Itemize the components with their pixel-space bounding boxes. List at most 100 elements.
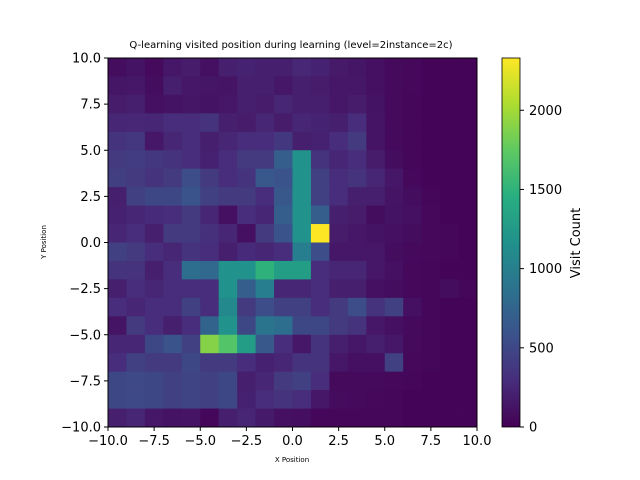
heatmap-cell bbox=[440, 205, 459, 225]
heatmap-cell bbox=[329, 224, 349, 243]
heatmap-cell bbox=[255, 334, 275, 354]
heatmap-cell bbox=[144, 187, 164, 206]
heatmap-cell bbox=[366, 205, 386, 225]
heatmap-cell bbox=[347, 260, 367, 280]
heatmap-cell bbox=[200, 168, 220, 188]
heatmap-cell bbox=[126, 279, 146, 299]
heatmap-cell bbox=[292, 408, 312, 428]
heatmap-cell bbox=[366, 279, 386, 299]
colorbar-tick-label: 2000 bbox=[529, 104, 562, 119]
heatmap-cell bbox=[347, 205, 367, 225]
heatmap-cell bbox=[126, 168, 146, 188]
heatmap-cell bbox=[274, 260, 293, 280]
heatmap-cell bbox=[440, 242, 459, 262]
heatmap-cell bbox=[237, 187, 256, 206]
heatmap-cell bbox=[310, 297, 330, 317]
heatmap-cell bbox=[126, 224, 146, 243]
heatmap-cell bbox=[329, 334, 349, 354]
heatmap-cell bbox=[310, 242, 330, 262]
heatmap-cell bbox=[200, 113, 220, 133]
heatmap-cell bbox=[403, 187, 423, 206]
heatmap-cell bbox=[126, 297, 146, 317]
y-tick-label: −5.0 bbox=[69, 328, 101, 343]
heatmap-cell bbox=[144, 94, 164, 114]
heatmap-cell bbox=[126, 94, 146, 114]
heatmap-cell bbox=[255, 390, 275, 409]
heatmap-cell bbox=[108, 316, 127, 336]
heatmap-cell bbox=[181, 150, 201, 170]
heatmap-cell bbox=[200, 94, 220, 114]
heatmap-cells bbox=[108, 58, 478, 428]
heatmap-cell bbox=[218, 150, 238, 170]
heatmap-cell bbox=[458, 205, 478, 225]
x-tick-label: −7.5 bbox=[138, 434, 170, 449]
heatmap-cell bbox=[237, 224, 256, 243]
heatmap-cell bbox=[144, 113, 164, 133]
heatmap-cell bbox=[144, 131, 164, 151]
heatmap-cell bbox=[440, 187, 459, 206]
heatmap-cell bbox=[163, 205, 183, 225]
heatmap-cell bbox=[421, 316, 441, 336]
heatmap-cell bbox=[292, 131, 312, 151]
heatmap-cell bbox=[347, 168, 367, 188]
x-tick-label: −2.5 bbox=[231, 434, 263, 449]
heatmap-cell bbox=[366, 76, 386, 96]
heatmap-cell bbox=[384, 242, 404, 262]
heatmap-cell bbox=[126, 58, 146, 77]
y-tick-label: 10.0 bbox=[72, 52, 101, 67]
heatmap-cell bbox=[163, 94, 183, 114]
heatmap-cell bbox=[108, 58, 127, 77]
heatmap-cell bbox=[181, 316, 201, 336]
heatmap-cell bbox=[126, 390, 146, 409]
heatmap-cell bbox=[144, 279, 164, 299]
heatmap-cell bbox=[274, 279, 293, 299]
heatmap-cell bbox=[403, 113, 423, 133]
x-tick-label: 0.0 bbox=[282, 434, 303, 449]
heatmap-cell bbox=[366, 168, 386, 188]
heatmap-cell bbox=[384, 297, 404, 317]
heatmap-cell bbox=[200, 371, 220, 391]
heatmap-cell bbox=[274, 76, 293, 96]
x-axis-label: X Position bbox=[275, 456, 309, 464]
heatmap-cell bbox=[329, 168, 349, 188]
heatmap-cell bbox=[274, 113, 293, 133]
heatmap-cell bbox=[126, 150, 146, 170]
heatmap-cell bbox=[126, 353, 146, 373]
y-tick-label: 0.0 bbox=[80, 236, 101, 251]
heatmap-cell bbox=[384, 408, 404, 428]
heatmap-cell bbox=[440, 58, 459, 77]
heatmap-cell bbox=[292, 242, 312, 262]
heatmap-cell bbox=[366, 390, 386, 409]
heatmap-cell bbox=[144, 76, 164, 96]
heatmap-cell bbox=[163, 371, 183, 391]
y-tick-label: 5.0 bbox=[80, 144, 101, 159]
heatmap-cell bbox=[108, 371, 127, 391]
heatmap-cell bbox=[458, 353, 478, 373]
heatmap-cell bbox=[126, 76, 146, 96]
heatmap-cell bbox=[440, 94, 459, 114]
heatmap-cell bbox=[181, 113, 201, 133]
heatmap-cell bbox=[403, 58, 423, 77]
y-axis-ticks: −10.0 −7.5 −5.0 −2.5 0.0 2.5 5.0 7.5 10.0 bbox=[61, 52, 108, 436]
heatmap-cell bbox=[458, 131, 478, 151]
heatmap-cell bbox=[200, 58, 220, 77]
heatmap-cell bbox=[440, 224, 459, 243]
colorbar-tick-label: 1500 bbox=[529, 183, 562, 198]
heatmap-cell bbox=[218, 371, 238, 391]
heatmap-cell bbox=[329, 205, 349, 225]
heatmap-cell bbox=[440, 260, 459, 280]
heatmap-cell bbox=[292, 94, 312, 114]
heatmap-cell bbox=[218, 353, 238, 373]
heatmap-cell bbox=[163, 260, 183, 280]
heatmap-cell bbox=[237, 353, 256, 373]
heatmap-cell bbox=[458, 168, 478, 188]
heatmap-cell bbox=[200, 316, 220, 336]
heatmap-cell bbox=[181, 260, 201, 280]
heatmap-cell bbox=[181, 334, 201, 354]
heatmap-cell bbox=[366, 113, 386, 133]
heatmap-cell bbox=[347, 224, 367, 243]
colorbar-label: Visit Count bbox=[569, 208, 584, 278]
heatmap-cell bbox=[310, 131, 330, 151]
heatmap-cell bbox=[384, 131, 404, 151]
heatmap-cell bbox=[274, 297, 293, 317]
